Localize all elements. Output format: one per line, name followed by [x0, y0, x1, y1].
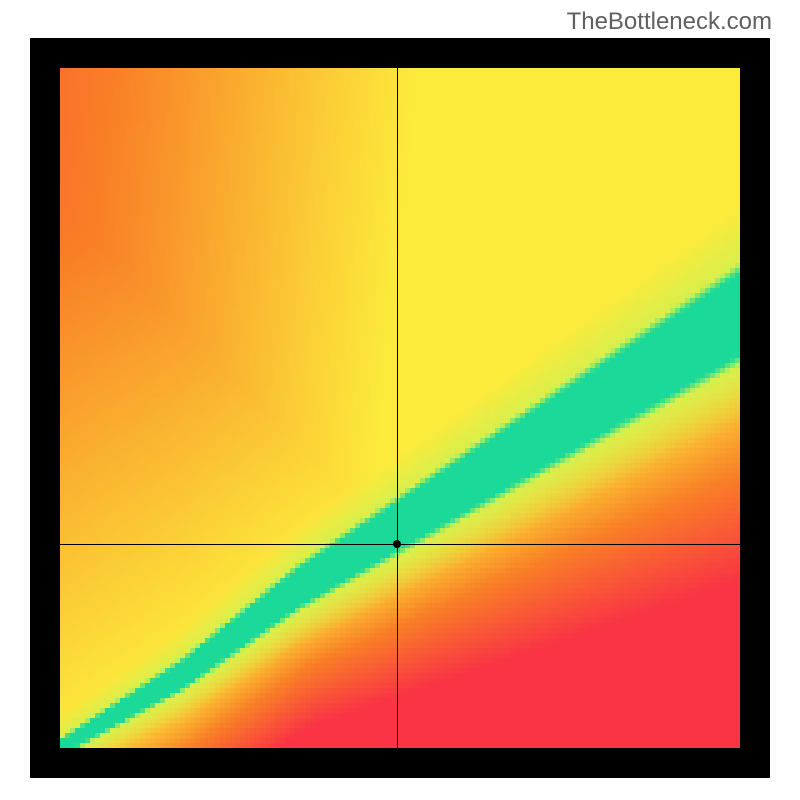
watermark-text: TheBottleneck.com [567, 8, 772, 36]
crosshair-vertical [397, 68, 398, 748]
chart-frame [30, 38, 770, 778]
plot-area [60, 68, 740, 748]
crosshair-dot [393, 540, 401, 548]
chart-container: TheBottleneck.com [0, 0, 800, 800]
heatmap-canvas [60, 68, 740, 748]
